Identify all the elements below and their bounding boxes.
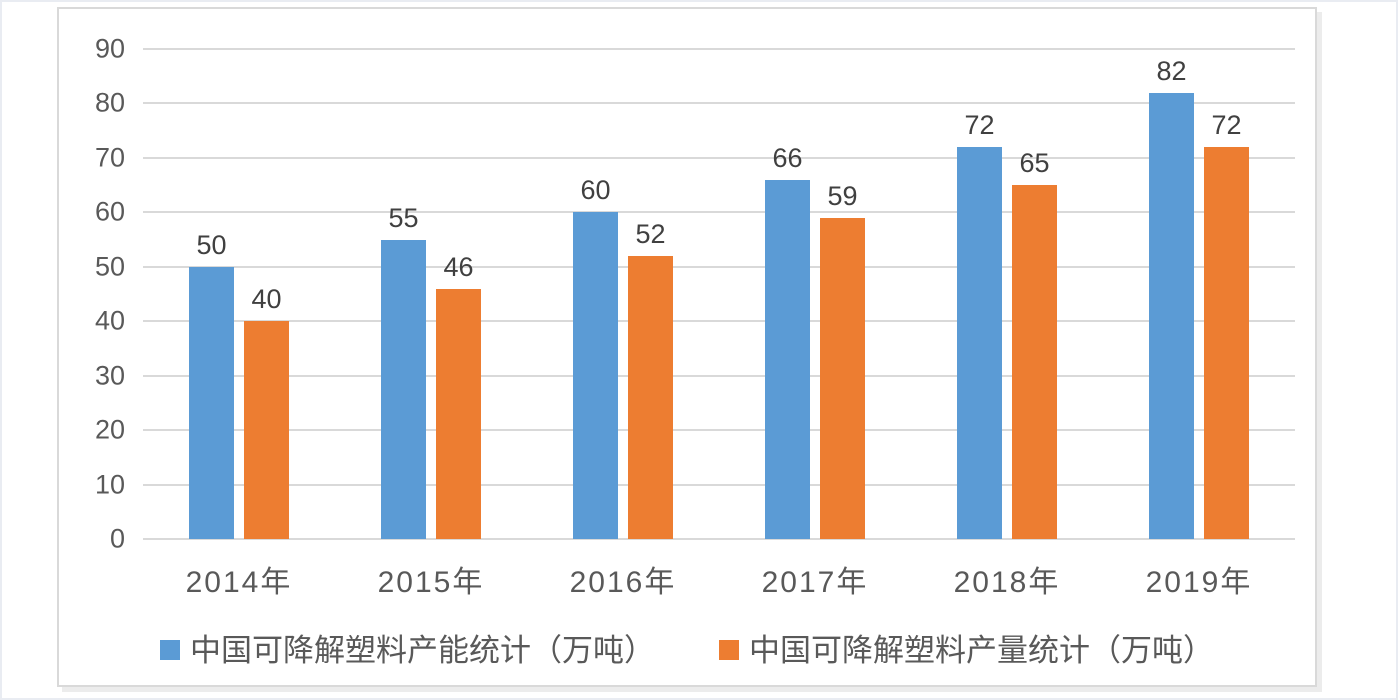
bar-slot-output-2014年: 40 [244,49,289,539]
x-tick-label-2014年: 2014年 [185,566,293,599]
gridline [143,374,1295,377]
bar-slot-output-2017年: 59 [820,49,865,539]
gridline [143,429,1295,432]
bar-value-label-output-2019年: 72 [1211,110,1242,140]
bar-capacity-2015年 [381,239,426,539]
bar-capacity-2017年 [765,179,810,539]
legend-label-capacity: 中国可降解塑料产能统计（万吨） [190,632,655,668]
bar-output-2018年 [1012,185,1057,539]
x-tick-label-2019年: 2019年 [1145,566,1253,599]
bar-capacity-2019年 [1149,92,1194,539]
bar-slot-capacity-2018年: 72 [957,49,1002,539]
legend-item-capacity: 中国可降解塑料产能统计（万吨） [160,632,655,669]
legend-item-output: 中国可降解塑料产量统计（万吨） [719,632,1214,669]
bar-value-label-output-2015年: 46 [443,251,474,282]
y-tick-label: 90 [94,33,125,64]
bar-group-2018年: 72 65 [911,49,1103,539]
bar-capacity-2018年 [957,147,1002,539]
chart-frame: 0 10 20 30 40 50 60 70 80 90 50 40 55 46 60 52 66 59 72 65… [57,7,1317,687]
bar-value-label-output-2018年: 65 [1019,148,1050,179]
y-tick-label: 40 [94,305,125,336]
gridline [143,211,1295,214]
y-tick-label: 10 [94,469,125,500]
bar-slot-output-2016年: 52 [628,49,673,539]
gridline [143,102,1295,105]
bar-slot-output-2019年: 72 [1204,49,1249,539]
legend-swatch-icon-capacity [160,640,180,661]
y-tick-label: 80 [94,87,125,118]
y-tick-label: 20 [94,414,125,445]
y-tick-label: 60 [94,196,125,227]
bar-slot-capacity-2017年: 66 [765,49,810,539]
bar-value-label-capacity-2016年: 60 [580,175,611,206]
plot-area: 0 10 20 30 40 50 60 70 80 90 50 40 55 46 60 52 66 59 72 65… [95,35,1295,599]
gridline [143,156,1295,159]
bar-value-label-capacity-2017年: 66 [772,142,803,173]
gridline [143,265,1295,268]
bar-slot-output-2015年: 46 [436,49,481,539]
x-tick-label-2016年: 2016年 [569,566,677,599]
y-tick-label: 30 [94,360,125,391]
y-tick-label: 50 [94,251,125,282]
bar-groups: 50 40 55 46 60 52 66 59 72 65 82 72 [143,49,1295,539]
legend-swatch-icon-output [719,640,739,661]
legend-label-output: 中国可降解塑料产量统计（万吨） [749,632,1214,668]
legend: 中国可降解塑料产能统计（万吨） 中国可降解塑料产量统计（万吨） [59,632,1315,669]
bar-output-2019年 [1204,147,1249,539]
gridline [143,320,1295,323]
bar-value-label-output-2017年: 59 [827,180,858,211]
bar-output-2014年 [244,321,289,539]
y-tick-label: 70 [94,142,125,173]
bar-value-label-output-2016年: 52 [635,218,666,249]
bar-slot-output-2018年: 65 [1012,49,1057,539]
gridline [143,538,1295,540]
bar-value-label-capacity-2019年: 82 [1156,55,1187,86]
bar-output-2015年 [436,288,481,539]
x-tick-label-2018年: 2018年 [953,566,1061,599]
x-tick-label-2015年: 2015年 [377,566,485,599]
bar-value-label-capacity-2018年: 72 [964,110,995,140]
bar-output-2016年 [628,255,673,539]
gridlines [143,48,1295,540]
bar-capacity-2014年 [189,266,234,539]
bar-group-2016年: 60 52 [527,49,719,539]
bar-slot-capacity-2015年: 55 [381,49,426,539]
bar-slot-capacity-2014年: 50 [189,49,234,539]
y-tick-label: 0 [109,523,125,554]
bar-value-label-output-2014年: 40 [251,284,282,315]
gridline [143,48,1295,50]
bar-slot-capacity-2016年: 60 [573,49,618,539]
bar-output-2017年 [820,217,865,539]
bar-value-label-capacity-2015年: 55 [388,202,419,233]
gridline [143,483,1295,486]
bar-group-2015年: 55 46 [335,49,527,539]
bar-value-label-capacity-2014年: 50 [196,229,227,260]
bar-group-2014年: 50 40 [143,49,335,539]
bar-group-2017年: 66 59 [719,49,911,539]
bar-slot-capacity-2019年: 82 [1149,49,1194,539]
x-tick-label-2017年: 2017年 [761,566,869,599]
bar-group-2019年: 82 72 [1103,49,1295,539]
x-axis: 2014年 2015年 2016年 2017年 2018年 2019年 [143,557,1295,601]
bar-capacity-2016年 [573,212,618,539]
